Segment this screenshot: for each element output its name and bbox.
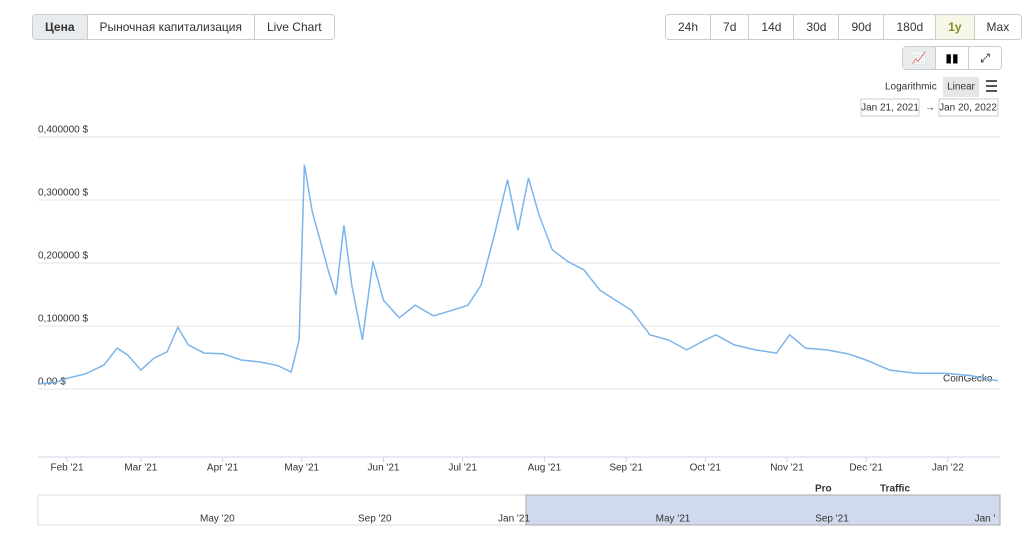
- x-tick-label: Mar '21: [124, 463, 157, 474]
- tab-group: Цена Рыночная капитализация Live Chart: [32, 14, 335, 40]
- scale-active-bg: [943, 77, 979, 97]
- view-icons: 📈 ▮▮ ⤢: [902, 46, 1002, 70]
- date-from[interactable]: Jan 21, 2021: [861, 103, 919, 114]
- x-tick-label: May '21: [284, 463, 319, 474]
- x-tick-label: Jul '21: [448, 463, 477, 474]
- x-tick-label: Aug '21: [528, 463, 562, 474]
- navigator-label: May '20: [200, 514, 235, 525]
- range-button[interactable]: Max: [974, 15, 1022, 39]
- tab[interactable]: Цена: [33, 15, 88, 39]
- menu-icon[interactable]: [986, 80, 997, 92]
- x-tick-label: Apr '21: [207, 463, 239, 474]
- tab[interactable]: Рыночная капитализация: [87, 15, 255, 39]
- navigator-selection[interactable]: [525, 494, 1001, 526]
- range-button[interactable]: 1y: [936, 15, 975, 39]
- y-tick-label: 0,200000 $: [38, 251, 88, 262]
- price-line: [37, 164, 999, 385]
- navigator-label: Jan ': [975, 514, 996, 525]
- logo: Traffic: [880, 484, 910, 495]
- tab[interactable]: Live Chart: [254, 15, 334, 39]
- navigator-label: May '21: [656, 514, 691, 525]
- range-button[interactable]: 24h: [666, 15, 712, 39]
- navigator-label: Jan '21: [498, 514, 530, 525]
- navigator-label: Sep '21: [815, 514, 849, 525]
- logo: Pro: [815, 484, 832, 495]
- watermark: CoinGecko: [943, 374, 993, 385]
- date-input[interactable]: [860, 98, 920, 117]
- scale-option[interactable]: Linear: [947, 82, 975, 93]
- line-view-button[interactable]: 📈: [903, 47, 936, 69]
- range-button[interactable]: 7d: [711, 15, 750, 39]
- date-input[interactable]: [938, 98, 999, 117]
- x-tick-label: Nov '21: [770, 463, 804, 474]
- range-button[interactable]: 30d: [794, 15, 840, 39]
- x-tick-label: Feb '21: [50, 463, 83, 474]
- range-group: 24h 7d 14d 30d 90d 180d 1y Max: [665, 14, 1023, 40]
- y-tick-label: 0,100000 $: [38, 314, 88, 325]
- range-button[interactable]: 90d: [839, 15, 885, 39]
- y-tick-label: 0,400000 $: [38, 125, 88, 136]
- candle-view-button[interactable]: ▮▮: [936, 47, 969, 69]
- x-tick-label: Oct '21: [690, 463, 722, 474]
- arrow: →: [925, 103, 935, 114]
- x-tick-label: Jan '22: [932, 463, 964, 474]
- y-tick-label: 0,300000 $: [38, 188, 88, 199]
- x-tick-label: Sep '21: [609, 463, 643, 474]
- x-tick-label: Jun '21: [368, 463, 400, 474]
- range-button[interactable]: 14d: [749, 15, 795, 39]
- fullscreen-button[interactable]: ⤢: [980, 51, 990, 65]
- x-tick-label: Dec '21: [849, 463, 883, 474]
- range-button[interactable]: 180d: [884, 15, 937, 39]
- date-to[interactable]: Jan 20, 2022: [939, 103, 997, 114]
- navigator-label: Sep '20: [358, 514, 392, 525]
- scale-option[interactable]: Logarithmic: [885, 82, 937, 93]
